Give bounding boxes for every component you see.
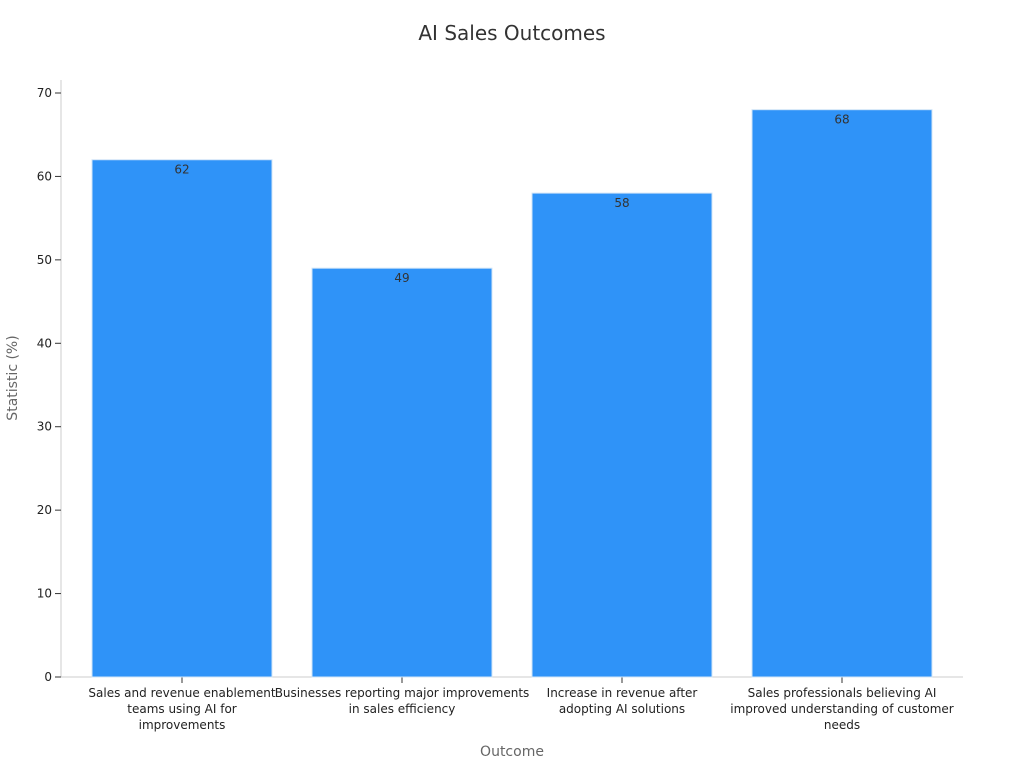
x-tick-label-line: Sales professionals believing AI (748, 686, 937, 700)
bar-value-label: 68 (834, 113, 849, 127)
y-tick-label: 50 (37, 253, 52, 267)
chart-title: AI Sales Outcomes (418, 21, 605, 45)
bar-value-label: 58 (614, 196, 629, 210)
x-tick-label-line: improvements (139, 718, 226, 732)
x-axis-title: Outcome (480, 744, 544, 760)
data-labels: 62 49 58 68 (174, 113, 849, 286)
bar (311, 267, 493, 678)
x-tick-label-line: improved understanding of customer (730, 702, 954, 716)
bar (91, 159, 273, 678)
y-tick-label: 40 (37, 336, 52, 350)
x-tick-label-line: adopting AI solutions (559, 702, 685, 716)
x-tick-label-line: teams using AI for (127, 702, 237, 716)
y-tick-label: 20 (37, 503, 52, 517)
bars (91, 109, 933, 678)
y-axis-title: Statistic (%) (5, 335, 21, 420)
axes: 0 10 20 30 40 50 60 70 Sales and revenue enablem… (37, 80, 963, 732)
bar (751, 109, 933, 678)
x-tick-label: Increase in revenue after adopting AI sol… (547, 686, 698, 716)
x-tick-label-line: Increase in revenue after (547, 686, 698, 700)
y-tick-label: 30 (37, 420, 52, 434)
x-tick-label-line: Businesses reporting major improvements (275, 686, 530, 700)
y-tick-label: 60 (37, 169, 52, 183)
y-tick-label: 70 (37, 86, 52, 100)
x-tick-label: Businesses reporting major improvements i… (275, 686, 530, 716)
x-tick-label: Sales and revenue enablement teams using … (88, 686, 275, 732)
x-tick-label-line: in sales efficiency (349, 702, 456, 716)
x-tick-label-line: needs (824, 718, 860, 732)
x-tick-label-line: Sales and revenue enablement (88, 686, 275, 700)
y-tick-label: 0 (44, 670, 52, 684)
bar-value-label: 49 (394, 271, 409, 285)
bar (531, 192, 713, 678)
bar-value-label: 62 (174, 163, 189, 177)
x-tick-label: Sales professionals believing AI improved… (730, 686, 954, 732)
y-tick-label: 10 (37, 587, 52, 601)
